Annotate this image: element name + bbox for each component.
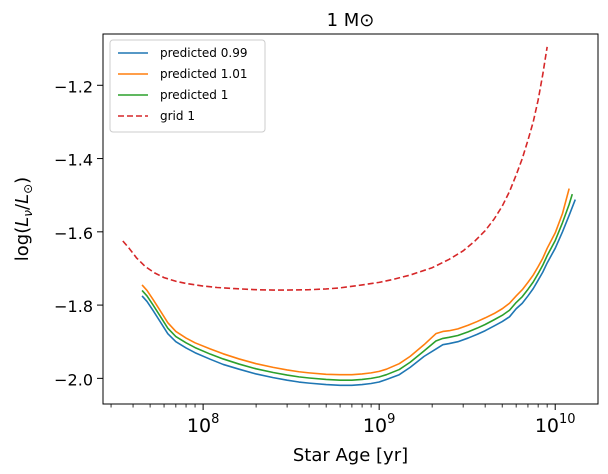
chart-title: 1 M⊙: [327, 10, 375, 31]
series-layer: [122, 46, 577, 387]
y-tick-label: −2.0: [54, 370, 93, 389]
plot-frame: [102, 33, 599, 405]
series-line-2: [141, 188, 570, 376]
series-line-1: [141, 199, 577, 387]
x-axis-title: Star Age [yr]: [293, 445, 408, 466]
y-axis: −2.0 −1.8 −1.6 −1.4 −1.2: [54, 77, 103, 389]
plot-area: [102, 33, 599, 405]
series-line-3: [141, 193, 574, 381]
x-tick-label: 1010: [535, 412, 576, 437]
x-tick-label: 109: [363, 412, 395, 437]
series-line-4: [122, 46, 548, 291]
legend-label: predicted 0.99: [160, 46, 247, 60]
legend-box: [109, 39, 266, 133]
y-tick-label: −1.4: [54, 151, 93, 170]
legend-label: grid 1: [160, 109, 195, 123]
x-axis: 108 109 1010: [110, 404, 576, 437]
y-tick-label: −1.8: [54, 297, 93, 316]
y-tick-label: −1.6: [54, 224, 93, 243]
legend-label: predicted 1.01: [160, 67, 247, 81]
legend-label: predicted 1: [160, 88, 228, 102]
y-tick-label: −1.2: [54, 77, 93, 96]
legend: predicted 0.99 predicted 1.01 predicted 1 g…: [109, 39, 266, 133]
x-tick-label: 108: [187, 412, 219, 437]
y-axis-title: log(Lν/L⊙): [12, 177, 35, 261]
